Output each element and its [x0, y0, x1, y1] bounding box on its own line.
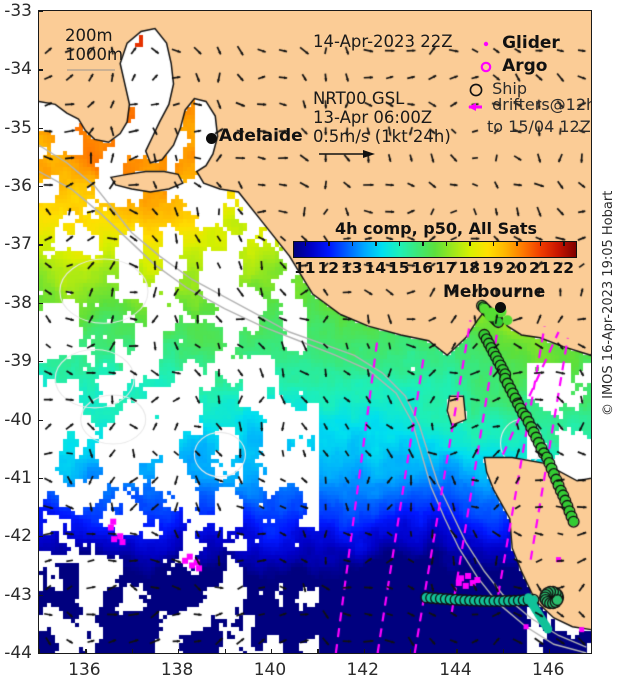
legend-entry-glider: Glider — [475, 33, 560, 53]
x-tick-142: 142 — [346, 660, 379, 680]
y-tickmark-inner — [39, 69, 43, 71]
y-tickmark-inner — [39, 653, 43, 654]
x-tickmark-inner — [270, 649, 273, 653]
y-tick--33: -33 — [4, 1, 32, 21]
y-tick--40: -40 — [4, 409, 32, 430]
y-tick--37: -37 — [4, 234, 32, 255]
y-tickmark-inner — [39, 477, 43, 480]
y-tickmark-inner — [39, 127, 43, 129]
x-tick-140: 140 — [253, 660, 287, 680]
x-tickmark-minor — [502, 649, 505, 653]
x-tickmark-minor — [131, 649, 133, 653]
x-tickmark — [271, 653, 273, 654]
x-tickmark-minor — [224, 649, 226, 653]
map-plot-area[interactable]: 200m 1000m 14-Apr-2023 22Z NRT00 GSL 13-… — [38, 10, 592, 654]
legend-entry-drifters: drifters@12h — [465, 95, 592, 114]
y-tickmark-inner — [39, 244, 43, 246]
y-tick--43: -43 — [4, 584, 32, 605]
ship-circle-icon — [469, 83, 483, 97]
colorbar-gradient — [293, 241, 577, 258]
colorbar-tick-11: 11 — [293, 259, 316, 277]
x-tickmark-inner — [456, 649, 458, 653]
y-tickmark-inner — [39, 594, 43, 596]
y-tickmark-inner — [39, 536, 43, 538]
y-tick--42: -42 — [4, 526, 32, 547]
drifter-arrow-icon — [468, 103, 482, 111]
city-label-melbourne: Melbourne — [443, 282, 546, 302]
city-marker-adelaide — [206, 133, 217, 144]
datetime-stamp: 14-Apr-2023 22Z — [313, 32, 453, 51]
colorbar-tick-labels: 11 12 13 14 15 16 17 18 19 20 21 22 — [293, 259, 577, 279]
legend-entry-ship: Ship — [465, 79, 527, 98]
legend-entry-argo: Argo — [475, 56, 547, 76]
colorbar-tick-13: 13 — [340, 259, 363, 277]
x-tickmark — [364, 653, 366, 654]
y-tick--35: -35 — [4, 117, 32, 138]
glider-dot-icon — [483, 41, 489, 47]
y-tick--39: -39 — [4, 351, 32, 372]
isobath-label-1000m: 1000m — [65, 45, 124, 64]
legend-drifter-range: to 15/04 12Z — [487, 117, 591, 136]
legend-label-drifters: drifters@12h — [492, 95, 592, 114]
x-tick-136: 136 — [68, 660, 101, 680]
colorbar-tick-12: 12 — [317, 259, 340, 277]
colorbar-tick-21: 21 — [528, 259, 551, 277]
x-tickmark — [549, 653, 551, 654]
scale-bar-rule — [67, 69, 115, 71]
x-tickmark-inner — [85, 649, 87, 653]
x-tick-138: 138 — [160, 660, 194, 680]
colorbar-tick-16: 16 — [411, 259, 434, 277]
product-line-2: 13-Apr 06:00Z — [313, 108, 433, 127]
x-tick-144: 144 — [439, 660, 472, 680]
y-tickmark-inner — [39, 361, 43, 363]
y-tickmark-inner — [39, 419, 43, 421]
x-tickmark-minor — [410, 649, 412, 653]
city-marker-melbourne — [495, 302, 506, 313]
colorbar-tick-19: 19 — [481, 259, 504, 277]
y-tick--41: -41 — [4, 467, 32, 488]
y-tick--38: -38 — [4, 292, 32, 313]
x-tickmark-inner — [549, 649, 551, 653]
colorbar-tick-17: 17 — [434, 259, 457, 277]
x-tickmark-inner — [363, 649, 365, 653]
y-tickmark — [38, 653, 39, 654]
colorbar-tick-14: 14 — [364, 259, 387, 277]
legend-label-argo: Argo — [502, 56, 548, 76]
city-label-adelaide: Adelaide — [219, 126, 303, 146]
current-vector-field — [39, 11, 591, 653]
x-tickmark-minor — [317, 649, 319, 653]
y-tickmark-inner — [39, 11, 43, 13]
y-tick--44: -44 — [4, 643, 32, 663]
x-tickmark-inner — [178, 649, 180, 653]
argo-circle-icon — [480, 61, 492, 73]
colorbar-tick-15: 15 — [387, 259, 410, 277]
y-tickmark-inner — [39, 302, 43, 304]
colorbar-tick-22: 22 — [552, 259, 575, 277]
x-tickmark — [178, 653, 180, 654]
product-line-3: 0.5m/s (1kt 24h) — [313, 127, 451, 146]
y-tickmark-inner — [39, 186, 43, 188]
legend-label-ship: Ship — [492, 79, 527, 98]
copyright-notice: © IMOS 16-Apr-2023 19:05 Hobart — [601, 190, 616, 416]
colorbar-tick-20: 20 — [505, 259, 528, 277]
x-tick-146: 146 — [532, 660, 565, 680]
isobath-label-200m: 200m — [65, 26, 113, 45]
x-tickmark — [85, 653, 87, 654]
legend-label-glider: Glider — [502, 33, 560, 53]
product-line-1: NRT00 GSL — [313, 89, 405, 108]
x-tickmark — [456, 653, 458, 654]
x-tickmark-minor — [39, 649, 41, 653]
y-tick--34: -34 — [4, 59, 32, 80]
colorbar-tick-18: 18 — [458, 259, 481, 277]
velocity-reference-arrow — [319, 150, 375, 158]
y-tick--36: -36 — [4, 176, 32, 197]
colorbar-title: 4h comp, p50, All Sats — [334, 219, 538, 238]
colorbar-ticks — [293, 241, 577, 256]
